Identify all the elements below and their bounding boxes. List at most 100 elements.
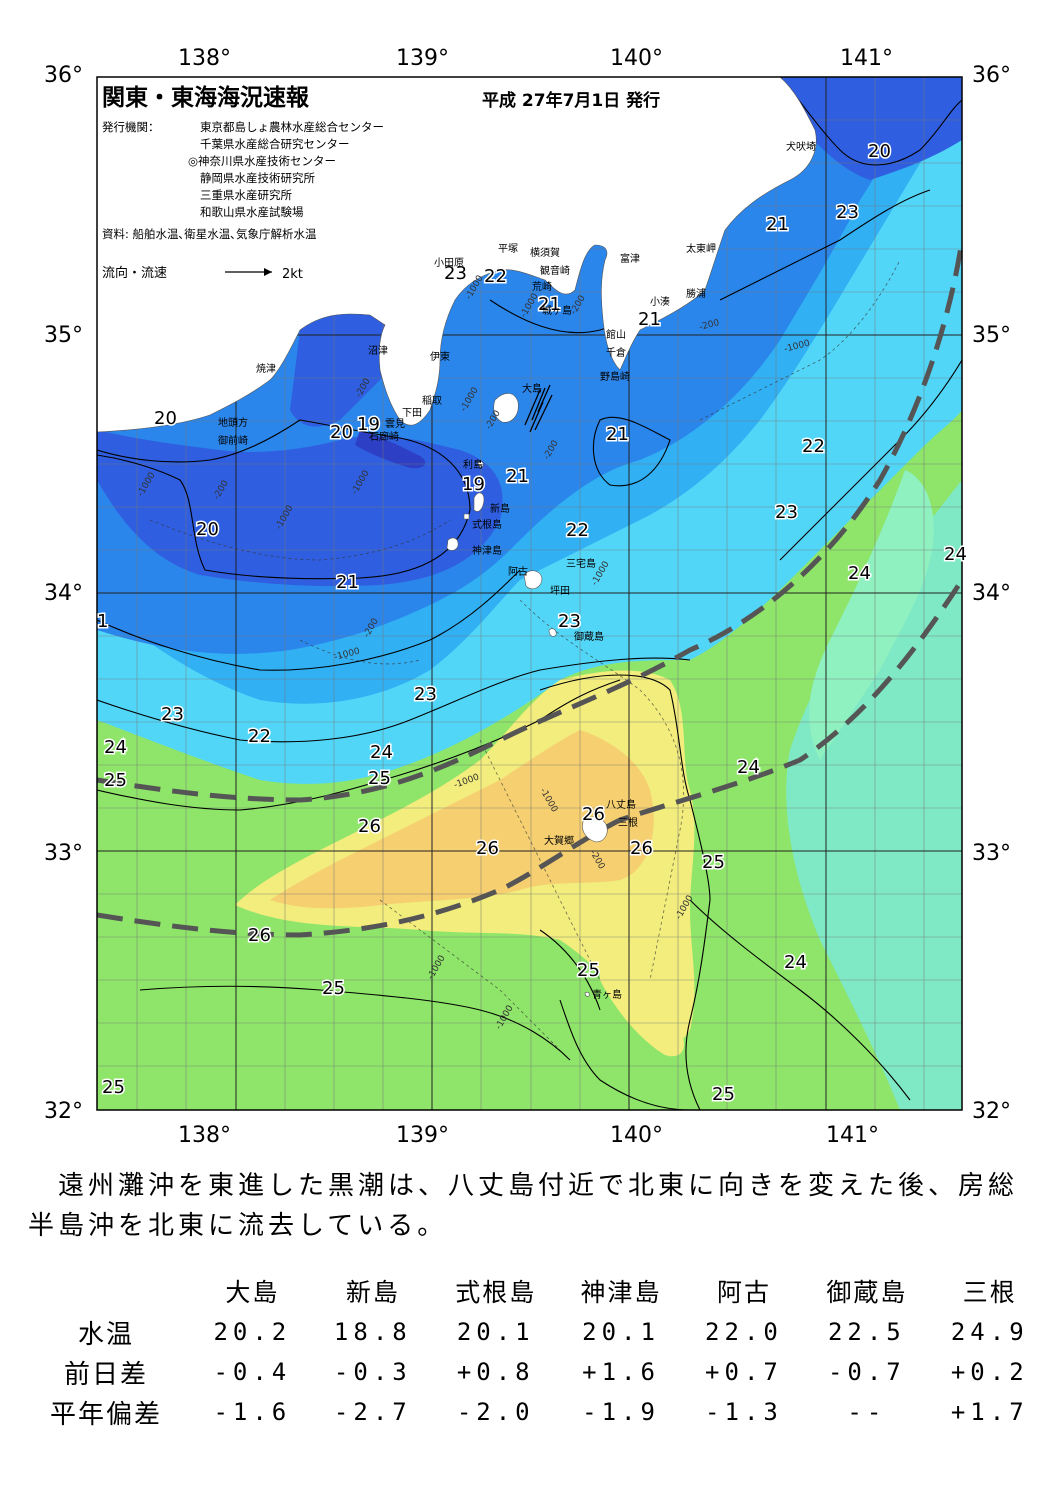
- lat-right-33: 33°: [972, 841, 1011, 866]
- lon-top-138: 138°: [178, 46, 231, 71]
- zone-24-east-inner: [809, 470, 934, 760]
- land-shikinejima: [463, 513, 470, 520]
- place-label: 館山: [606, 328, 626, 341]
- table-cell: -0.3: [333, 1358, 412, 1386]
- issuer-3: ◎神奈川県水産技術センター: [188, 154, 336, 168]
- lon-bottom-139: 139°: [396, 1123, 449, 1148]
- isotherm-label: 25: [368, 768, 391, 789]
- issuer-label: 発行機関：: [102, 120, 160, 134]
- place-label: 稲取: [422, 395, 442, 407]
- table-cell: 20.2: [213, 1318, 292, 1346]
- place-label: 大島: [522, 382, 542, 395]
- issuer-4: 静岡県水産技術研究所: [200, 171, 315, 185]
- lat-left-36: 36°: [44, 63, 83, 88]
- place-label: 石廊崎: [369, 430, 399, 443]
- lat-right-36: 36°: [972, 63, 1011, 88]
- place-label: 犬吠埼: [786, 140, 816, 153]
- isotherm-label: 25: [322, 978, 345, 999]
- issue-date: 平成 27年7月1日 発行: [482, 90, 660, 111]
- isotherm-labels: 20 23 22 21 21 21 20 19 20 21 22 23 19 2…: [96, 140, 969, 1107]
- row-label: 平年偏差: [50, 1399, 163, 1430]
- table-row: 前日差 -0.4 -0.3 +0.8 +1.6 +0.7 -0.7 +0.2: [20, 1352, 1050, 1392]
- station-header: 阿古: [716, 1278, 771, 1307]
- place-label: 御前崎: [218, 434, 248, 447]
- table-cell: --: [847, 1398, 887, 1426]
- land-miyakejima: [523, 570, 543, 590]
- isotherm-label: 20: [868, 141, 891, 162]
- zone-19: [355, 430, 426, 469]
- station-header: 大島: [225, 1278, 280, 1307]
- situation-description: 遠州灘沖を東進した黒潮は、八丈島付近で北東に向きを変えた後、房総半島沖を北東に流…: [28, 1166, 1038, 1246]
- station-header: 新島: [345, 1278, 400, 1307]
- table-cell: 20.1: [456, 1318, 535, 1346]
- table-cell: -0.4: [213, 1358, 292, 1386]
- table-cell: +1.7: [950, 1398, 1029, 1426]
- lat-left-32: 32°: [44, 1099, 83, 1124]
- isotherm-label: 23: [414, 684, 437, 705]
- station-header: 神津島: [580, 1278, 662, 1307]
- place-label: 新島: [490, 502, 510, 515]
- table-row: 平年偏差 -1.6 -2.7 -2.0 -1.9 -1.3 -- +1.7: [20, 1392, 1050, 1432]
- place-label: 千倉: [606, 346, 626, 359]
- land-mikurajima: [548, 628, 557, 637]
- isotherm-label: 26: [582, 804, 605, 825]
- kuroshio-paths: [96, 239, 965, 938]
- place-label: 焼津: [256, 363, 276, 375]
- lat-right-34: 34°: [972, 581, 1011, 606]
- lon-bottom-141: 141°: [826, 1123, 879, 1148]
- place-label: 御蔵島: [574, 630, 604, 643]
- place-label: 八丈島: [606, 798, 636, 811]
- isotherm-label: 22: [484, 266, 507, 287]
- station-header: 式根島: [455, 1278, 537, 1307]
- place-label: 城ヶ島: [542, 304, 572, 317]
- table-cell: +0.2: [950, 1358, 1029, 1386]
- place-label: 三根: [618, 816, 638, 829]
- lon-bottom-140: 140°: [610, 1123, 663, 1148]
- place-label: 沼津: [368, 344, 388, 357]
- legend-scale: 2kt: [282, 267, 303, 282]
- land-izu-oshima: [493, 393, 519, 423]
- lat-left-35: 35°: [44, 323, 83, 348]
- table-cell: 20.1: [582, 1318, 660, 1346]
- place-label: 富津: [620, 252, 640, 265]
- lon-top-139: 139°: [396, 46, 449, 71]
- land-areas: [96, 76, 817, 997]
- kuroshio-north-edge: [96, 239, 965, 803]
- isotherm-label: 22: [802, 436, 825, 457]
- zone-26-south: [600, 950, 685, 1057]
- place-label: 雲見: [385, 418, 405, 430]
- isotherm-label: 1: [97, 611, 108, 632]
- place-labels: 犬吠埼 太東岬 勝浦 小湊 富津 館山 千倉 野島崎 横須賀 平塚 観音崎 荒崎…: [218, 140, 816, 1001]
- isotherm-label: 25: [702, 852, 725, 873]
- isotherm-label: 21: [766, 214, 789, 235]
- isotherm-label: 26: [358, 816, 381, 837]
- place-label: 荒崎: [532, 280, 552, 293]
- place-label: 下田: [402, 408, 422, 419]
- isotherm-label: 23: [558, 611, 581, 632]
- table-cell: -2.7: [333, 1398, 412, 1426]
- lat-right-35: 35°: [972, 323, 1011, 348]
- table-corner: [20, 1270, 192, 1312]
- isotherm-label: 23: [444, 263, 467, 284]
- isotherm-label: 19: [357, 414, 380, 435]
- data-sources: 資料: 船舶水温､衛星水温､気象庁解析水温: [102, 227, 317, 241]
- isotherm-label: 25: [102, 1077, 125, 1098]
- table-cell: 22.5: [827, 1318, 906, 1346]
- isotherm-label: 21: [606, 424, 629, 445]
- table-cell: 22.0: [705, 1318, 783, 1346]
- table-row: 水温 20.2 18.8 20.1 20.1 22.0 22.5 24.9: [20, 1312, 1050, 1352]
- table-cell: +1.6: [582, 1358, 660, 1386]
- place-label: 青ヶ島: [592, 988, 622, 1001]
- isotherm-label: 20: [154, 408, 177, 429]
- isotherm-label: 19: [462, 474, 485, 495]
- lon-top-141: 141°: [840, 46, 893, 71]
- zone-20-sagami: [290, 311, 400, 427]
- description-text: 遠州灘沖を東進した黒潮は、八丈島付近で北東に向きを変えた後、房総半島沖を北東に流…: [28, 1171, 1019, 1241]
- row-label: 前日差: [64, 1359, 149, 1390]
- issuer-2: 千葉県水産総合研究センター: [200, 137, 350, 151]
- isotherm-label: 24: [737, 757, 760, 778]
- issuer-1: 東京都島しょ農林水産総合センター: [200, 120, 384, 134]
- isotherm-label: 24: [848, 563, 871, 584]
- place-label: 横須賀: [530, 246, 560, 259]
- isotherm-lines: [97, 77, 962, 1110]
